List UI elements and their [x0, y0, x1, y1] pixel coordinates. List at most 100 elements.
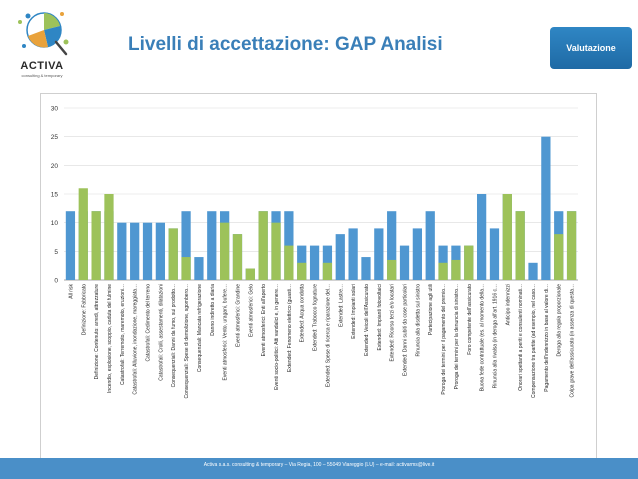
bar-series-1 [374, 228, 384, 280]
bar-series-1 [335, 234, 345, 280]
page-title: Livelli di accettazione: GAP Analisi [128, 34, 443, 55]
x-tick-label: All risk [68, 284, 74, 299]
x-tick-label: Rinuncia alla rivalsa (in deroga all'art… [492, 284, 498, 388]
x-tick-label: Extended: Lastre… [338, 284, 344, 327]
y-tick-label: 25 [51, 134, 59, 141]
x-tick-label: Extended: Danni subiti da cose particola… [403, 284, 409, 376]
bar-series-2 [245, 268, 255, 280]
footer-bar [0, 458, 638, 479]
x-tick-label: Eventi socio-politici: Atti vandalici e,… [274, 284, 280, 390]
x-tick-label: Eventi atmosferici: Vento, uragani, bufe… [223, 284, 229, 380]
bar-series-1 [155, 222, 166, 280]
x-tick-label: Extended: Acqua condotta [300, 284, 306, 343]
x-tick-label: Extended: Impianti solari [351, 284, 357, 339]
bar-series-2 [219, 222, 230, 280]
x-tick-label: Definizione: Contenuto: arredi, attrezza… [94, 284, 100, 380]
bar-series-1 [194, 257, 204, 280]
x-tick-label: Extended: Veicoli dell'Assicurato [364, 284, 370, 356]
x-tick-label: Deroga alla regola proporzionale [557, 284, 563, 357]
bar-series-2 [322, 262, 333, 280]
x-tick-label: Proroga dei termini per il pagamento del… [441, 284, 447, 395]
x-tick-label: Incendio, esplosione, scoppio, caduta de… [107, 284, 113, 393]
logo-tagline: consulting & temporary [21, 73, 63, 78]
bar-series-1 [399, 245, 410, 280]
bar-series-2 [104, 194, 114, 280]
y-tick-label: 5 [54, 249, 58, 256]
bar-series-1 [528, 262, 538, 280]
bar-series-1 [297, 245, 307, 280]
x-tick-label: Consequenziali: Danni da fumo, sui prodo… [171, 284, 177, 387]
x-tick-label: Definizione: Fabbricato [81, 284, 87, 335]
bar-series-1 [476, 194, 487, 280]
bar-series-2 [271, 222, 281, 280]
y-tick-label: 15 [51, 192, 59, 199]
bar-series-2 [91, 211, 101, 280]
gap-analysis-chart: 0 5 10 15 20 25 30 All risk Definizione: Fabbric… [51, 106, 578, 399]
bar-series-1 [489, 228, 500, 280]
y-tick-label: 0 [54, 278, 58, 285]
x-tick-label: Rinuncia alla disdetta sul sinistro [415, 284, 421, 357]
bar-series-2 [387, 259, 397, 280]
bar-series-1 [412, 228, 423, 280]
x-tick-label: Catastrofali: Cedimento del terreno [146, 284, 152, 362]
x-tick-label: Buona fede contrattuale (es. al momento … [480, 284, 486, 391]
bar-series-2 [438, 262, 448, 280]
y-tick-label: 20 [51, 163, 59, 170]
x-tick-label: Extended: Ricorso terzi e/o locatari [390, 284, 396, 362]
activa-logo [6, 6, 78, 76]
x-tick-label: Extended: Spese di ricerca e riparazione… [325, 284, 331, 387]
x-tick-label: Consequenziali: Mancata refrigerazione [197, 284, 203, 372]
bar-series-2 [258, 211, 268, 280]
x-tick-label: Catastrofali: Terremoto, maremoto, eruzi… [120, 284, 126, 385]
bar-series-1 [181, 211, 191, 280]
bar-series-1 [309, 245, 320, 280]
x-tick-label: Extended: Impianti fotovoltaici [377, 284, 383, 350]
bar-series-1 [438, 245, 448, 280]
bar-series-2 [181, 257, 191, 280]
bar-series-2 [232, 234, 243, 280]
bar-series-1 [142, 222, 153, 280]
bar-series-2 [515, 211, 525, 280]
bar-series-2 [297, 262, 307, 280]
bar-series-1 [322, 245, 333, 280]
bar-series-2 [284, 245, 294, 280]
x-tick-label: Extended: Fenomeno elettrico (guasti… [287, 284, 293, 372]
x-tick-label: Extended: Trabocco fognature [313, 284, 319, 351]
x-tick-label: Colpa grave dell'assicurato (in assenza … [570, 284, 576, 398]
bar-series-1 [387, 211, 397, 280]
x-tick-label: Eventi atmosferici: Enti all'aperto [261, 284, 267, 357]
bar-series-2 [502, 194, 512, 280]
bar-series-2 [78, 188, 88, 280]
bar-series-1 [348, 228, 358, 280]
bar-series-2 [464, 245, 474, 280]
valutazione-badge: Valutazione [550, 27, 632, 69]
bar-series-2 [451, 259, 461, 280]
x-tick-label: Anticipo indennizzi [505, 284, 511, 325]
footer-text: Activa s.a.s. consulting & temporary – V… [203, 462, 435, 468]
x-tick-label: Danno indiretto a diaria [210, 284, 216, 336]
bar-series-1 [130, 222, 140, 280]
bar-series-1 [65, 211, 76, 280]
bar-series-1 [361, 257, 371, 280]
bar-series-2 [554, 234, 564, 280]
x-tick-label: Consequenziali: Spese di demolizione, sg… [184, 284, 190, 399]
logo-name: ACTIVA [20, 60, 64, 72]
bar-series-1 [425, 211, 435, 280]
x-tick-label: Foro competente dell'assicurato [467, 284, 473, 355]
bar-series-2 [566, 211, 577, 280]
bar-series-1 [117, 222, 127, 280]
y-tick-label: 30 [51, 106, 59, 113]
bar-series-1 [541, 136, 551, 280]
x-tick-label: Eventi atmosferici: Gelo [248, 284, 254, 337]
x-tick-label: Proroga dei termini per la denuncia di s… [454, 284, 460, 389]
x-tick-label: Catastrofali: Crolli, assestamenti, dila… [158, 284, 164, 381]
x-tick-label: Compensazione tra partite (ad esempio, n… [531, 284, 537, 398]
bar-series-2 [168, 228, 178, 280]
x-tick-label: Pagamento dell'indennizzo in base al val… [544, 284, 550, 392]
bar-series-1 [207, 211, 217, 280]
x-tick-label: Catastrofali: Alluvione, inondazione, ma… [133, 284, 139, 395]
x-tick-label: Eventi atmosferici: Grandine [235, 284, 241, 347]
x-tick-label: Onorari spettanti a periti e consulenti … [518, 284, 524, 391]
x-tick-label: Partecipazione agli utili [428, 284, 434, 335]
y-tick-label: 10 [51, 220, 59, 227]
